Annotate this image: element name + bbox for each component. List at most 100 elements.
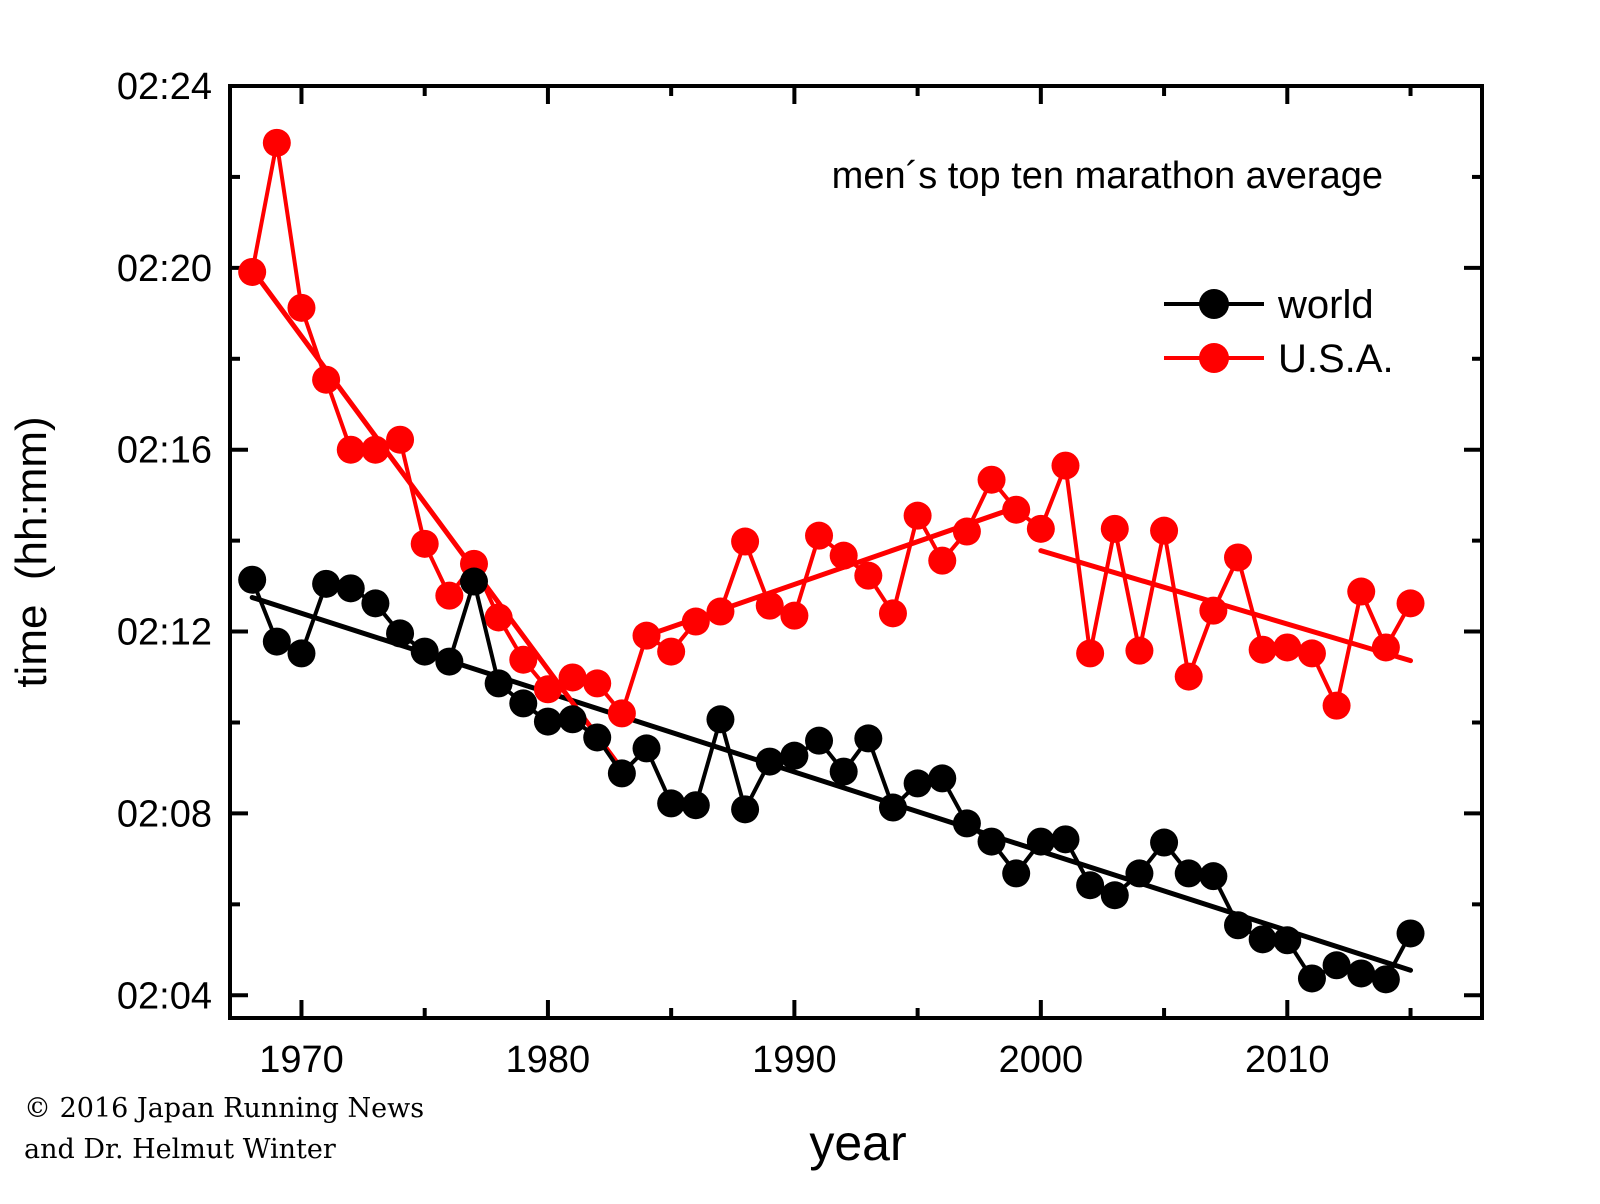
data-point-usa [657,637,686,666]
legend-marker-world [1199,289,1229,319]
data-point-usa [336,435,365,464]
data-point-world [287,639,316,668]
data-point-usa [1076,639,1105,668]
data-point-usa [533,675,562,704]
x-tick-label: 1990 [752,1039,837,1081]
data-point-world [1076,871,1105,900]
data-point-usa [928,546,957,575]
data-point-world [878,793,907,822]
data-point-world [1396,919,1425,948]
data-point-usa [878,599,907,628]
data-point-world [238,565,267,594]
legend: world U.S.A. [1164,283,1394,381]
data-point-world [558,705,587,734]
data-point-world [1347,959,1376,988]
data-point-usa [1174,662,1203,691]
data-point-usa [731,527,760,556]
data-point-usa [1100,514,1129,543]
plot-frame [228,84,1484,1020]
legend-label-world: world [1277,283,1374,327]
data-point-world [706,705,735,734]
x-tick-label: 2000 [999,1039,1084,1081]
data-point-usa [829,541,858,570]
data-point-usa [1125,636,1154,665]
data-point-world [928,764,957,793]
data-point-world [903,769,932,798]
data-point-world [410,637,439,666]
data-point-usa [977,465,1006,494]
data-point-usa [558,663,587,692]
data-point-usa [1371,633,1400,662]
credit-line-2: and Dr. Helmut Winter [24,1134,336,1165]
data-point-world [336,574,365,603]
y-tick-label: 02:16 [117,430,212,472]
data-point-usa [435,581,464,610]
y-tick-label: 02:04 [117,975,212,1017]
data-point-usa [854,561,883,590]
data-point-world [1273,926,1302,955]
data-point-world [533,707,562,736]
data-point-usa [1051,451,1080,480]
data-point-world [1174,859,1203,888]
trend-line-usa [249,267,625,772]
data-point-world [1100,881,1129,910]
y-tick-label: 02:08 [117,793,212,835]
x-axis-title: year [809,1115,906,1171]
data-point-usa [1396,589,1425,618]
data-point-usa [410,529,439,558]
data-point-world [1125,859,1154,888]
data-point-world [1322,951,1351,980]
data-point-usa [1322,691,1351,720]
series-line-usa [250,140,1413,716]
chart-annotation: men´s top ten marathon average [832,155,1383,197]
data-point-usa [1026,514,1055,543]
legend-label-usa: U.S.A. [1278,337,1394,381]
y-tick-label: 02:12 [117,612,212,654]
data-point-world [1150,828,1179,857]
data-point-usa [386,425,415,454]
data-point-world [780,741,809,770]
y-axis-title: time (hh:mm) [7,416,56,687]
data-point-usa [805,521,834,550]
data-point-world [829,757,858,786]
data-point-usa [903,501,932,530]
data-point-usa [312,365,341,394]
data-point-world [459,567,488,596]
data-point-world [731,795,760,824]
data-point-world [435,647,464,676]
data-point-usa [706,597,735,626]
data-point-usa [1224,543,1253,572]
legend-marker-usa [1199,343,1229,373]
data-point-usa [952,517,981,546]
data-point-usa [780,601,809,630]
data-point-usa [287,293,316,322]
data-point-usa [607,699,636,728]
data-point-world [805,726,834,755]
data-point-usa [755,591,784,620]
data-point-usa [583,669,612,698]
credit-line-1: © 2016 Japan Running News [24,1093,425,1124]
data-point-world [1002,859,1031,888]
series-world [238,565,1425,994]
data-point-world [607,759,636,788]
data-point-usa [1248,635,1277,664]
data-point-world [632,734,661,763]
data-point-usa [1002,495,1031,524]
series-usa [238,128,1425,728]
data-point-usa [1150,516,1179,545]
data-point-usa [509,645,538,674]
data-point-world [509,689,538,718]
data-point-usa [262,128,291,157]
x-tick-label: 1980 [506,1039,591,1081]
data-point-world [1248,925,1277,954]
data-point-world [952,809,981,838]
data-point-world [681,791,710,820]
data-point-world [386,619,415,648]
x-tick-label: 2010 [1245,1039,1330,1081]
data-point-world [583,723,612,752]
data-point-usa [361,435,390,464]
data-point-usa [238,257,267,286]
data-point-usa [632,621,661,650]
data-point-usa [1273,633,1302,662]
